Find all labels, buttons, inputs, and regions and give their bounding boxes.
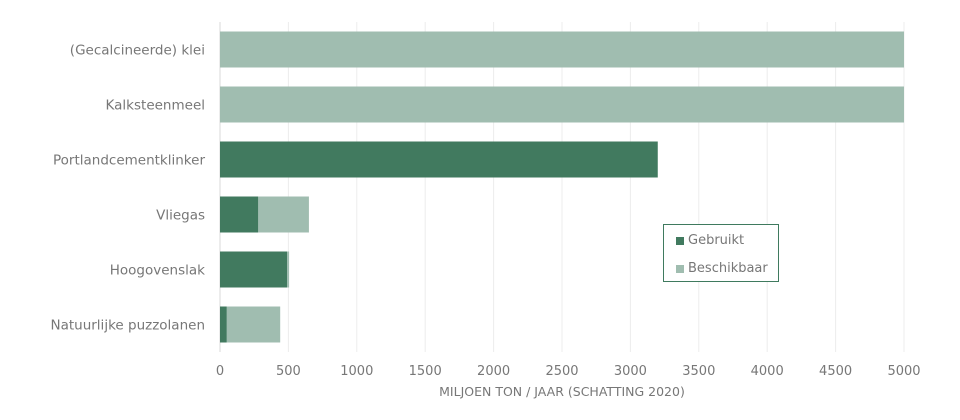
- category-label: Kalksteenmeel: [106, 98, 205, 114]
- bar-beschikbaar: [287, 251, 290, 288]
- bar-beschikbaar: [226, 306, 281, 343]
- bar-gebruikt: [220, 306, 227, 343]
- bar-beschikbaar: [220, 86, 904, 123]
- x-tick-label: 4500: [819, 364, 852, 379]
- gridlines: [219, 22, 905, 352]
- x-tick-label: 2000: [477, 364, 510, 379]
- x-tick-label: 4000: [751, 364, 784, 379]
- legend-item-beschikbaar: Beschikbaar: [676, 261, 768, 276]
- x-tick-label: 1000: [340, 364, 373, 379]
- legend-swatch-beschikbaar: [676, 264, 684, 273]
- bar-beschikbaar: [220, 31, 904, 68]
- category-labels: (Gecalcineerde) klei Kalksteenmeel Portlan…: [50, 43, 205, 334]
- x-axis-label: MILJOEN TON / JAAR (SCHATTING 2020): [439, 384, 685, 399]
- category-label: (Gecalcineerde) klei: [70, 43, 205, 59]
- legend-item-gebruikt: Gebruikt: [676, 233, 744, 248]
- legend: Gebruikt Beschikbaar: [663, 224, 779, 282]
- category-label: Hoogovenslak: [110, 263, 205, 279]
- bars: [220, 31, 904, 343]
- bar-gebruikt: [220, 251, 288, 288]
- x-tick-label: 0: [216, 364, 224, 379]
- category-label: Portlandcementklinker: [53, 153, 205, 169]
- bar-beschikbaar: [258, 196, 309, 233]
- x-tick-label: 5000: [887, 364, 920, 379]
- bar-gebruikt: [220, 196, 259, 233]
- category-label: Natuurlijke puzzolanen: [50, 318, 205, 334]
- category-label: Vliegas: [156, 208, 205, 224]
- x-tick-label: 500: [276, 364, 301, 379]
- x-tick-label: 2500: [545, 364, 578, 379]
- legend-swatch-gebruikt: [676, 236, 684, 245]
- x-tick-label: 3500: [682, 364, 715, 379]
- legend-label: Beschikbaar: [688, 261, 768, 276]
- x-tick-label: 1500: [409, 364, 442, 379]
- x-tick-labels: 0 500 1000 1500 2000 2500 3000 3500 4000 4500 5000: [216, 364, 921, 379]
- x-tick-label: 3000: [614, 364, 647, 379]
- legend-label: Gebruikt: [688, 233, 745, 248]
- bar-gebruikt: [220, 141, 658, 178]
